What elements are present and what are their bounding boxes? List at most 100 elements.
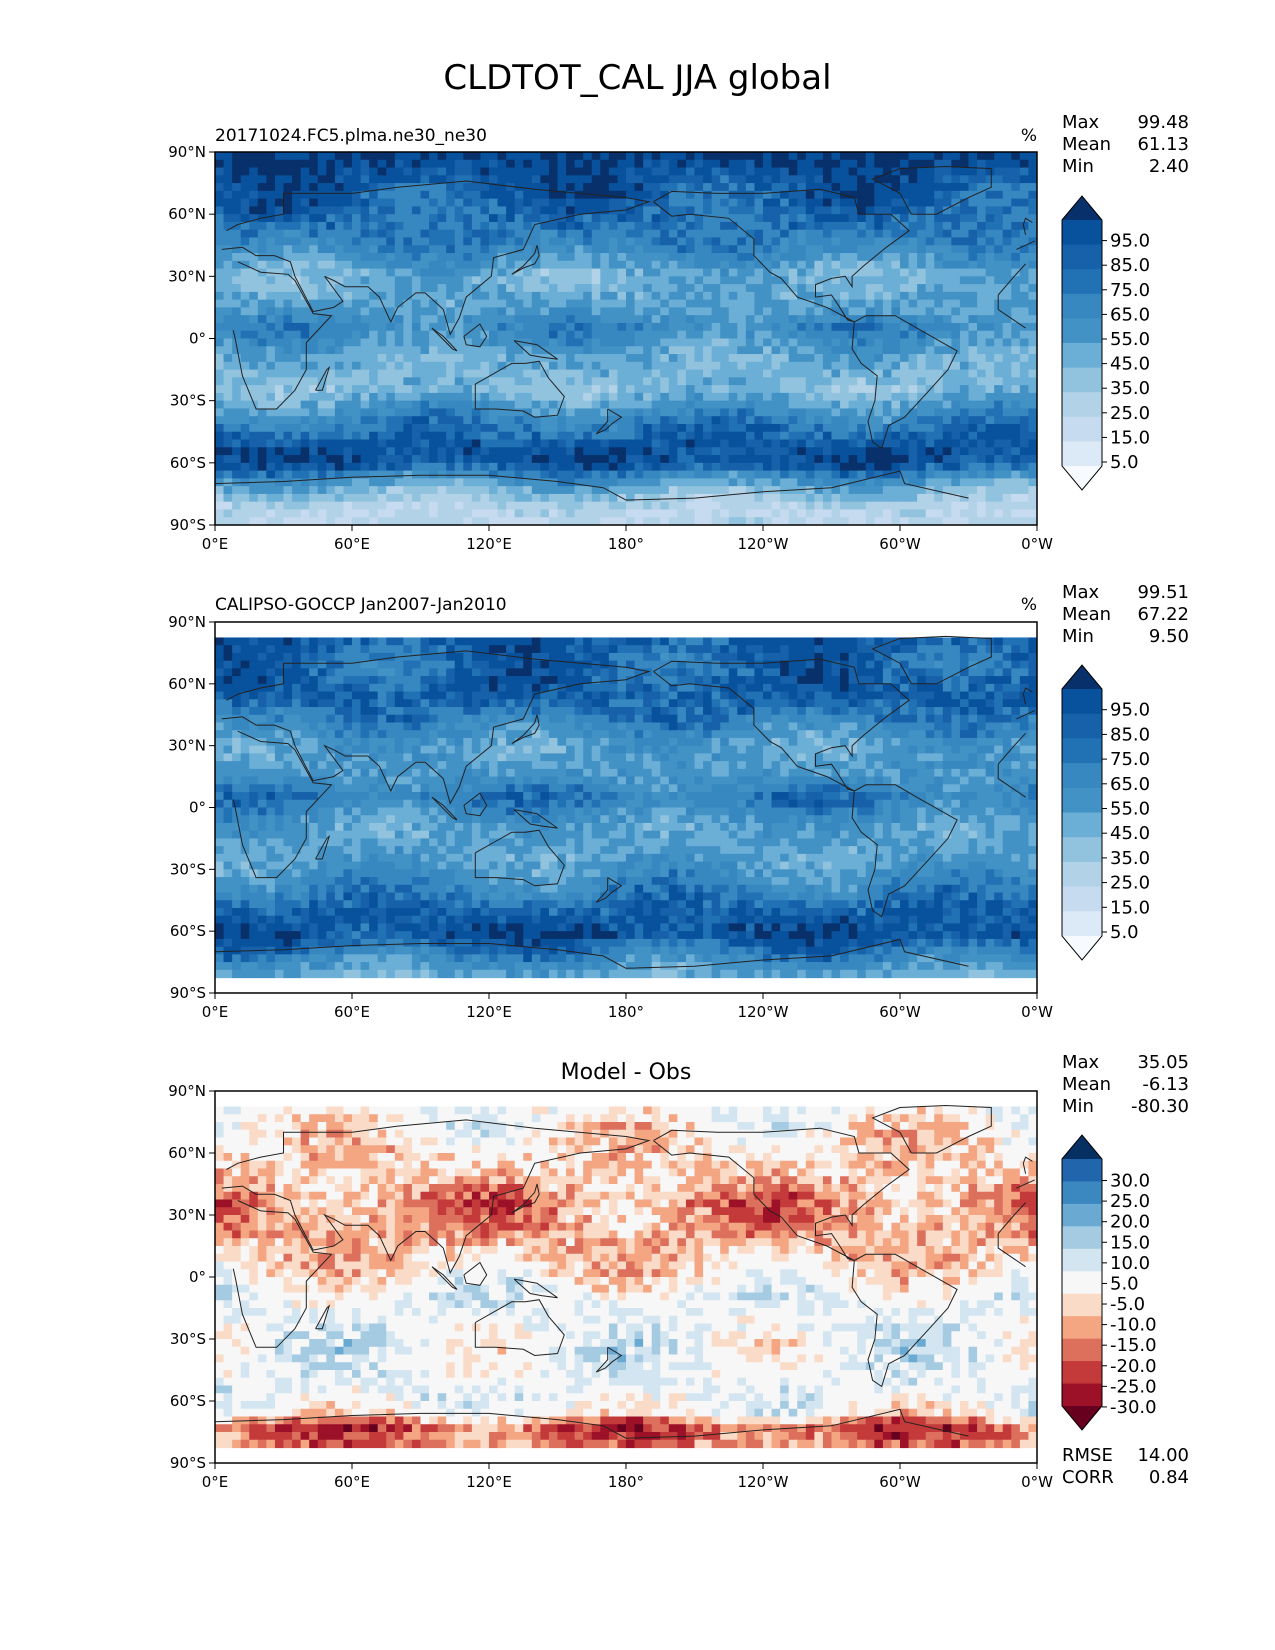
field-cell <box>334 307 345 316</box>
field-cell <box>506 214 516 223</box>
field-cell <box>848 501 858 511</box>
field-cell <box>283 159 293 169</box>
field-cell <box>257 354 267 363</box>
field-cell <box>917 221 927 231</box>
field-cell <box>300 167 310 176</box>
field-cell <box>925 221 935 231</box>
field-cell <box>754 183 764 192</box>
field-cell <box>309 455 319 464</box>
field-cell <box>780 455 790 464</box>
field-cell <box>900 276 910 285</box>
field-cell <box>703 276 713 285</box>
field-cell <box>685 276 696 285</box>
colorbar-segment <box>1062 220 1102 246</box>
field-cell <box>994 159 1004 169</box>
field-cell <box>240 206 250 215</box>
field-cell <box>703 183 713 192</box>
field-cell <box>754 315 764 324</box>
field-cell <box>463 214 473 223</box>
field-cell <box>274 183 285 192</box>
field-cell <box>591 338 601 347</box>
field-cell <box>643 652 653 662</box>
field-cell <box>574 637 584 646</box>
field-cell <box>591 198 601 207</box>
field-cell <box>814 385 824 394</box>
field-cell <box>703 299 713 309</box>
field-cell <box>934 206 944 215</box>
field-cell <box>754 423 764 433</box>
field-cell <box>780 190 790 200</box>
field-cell <box>257 462 267 472</box>
field-cell <box>583 307 593 316</box>
field-cell <box>711 377 721 386</box>
field-cell <box>548 493 559 503</box>
field-cell <box>283 509 293 518</box>
field-cell <box>411 637 422 646</box>
field-cell <box>343 159 353 169</box>
field-cell <box>1028 253 1037 262</box>
field-cell <box>942 354 952 363</box>
field-cell <box>942 392 952 402</box>
field-cell <box>891 354 901 363</box>
field-cell <box>780 431 790 441</box>
field-cell <box>934 447 944 456</box>
field-cell <box>994 307 1004 316</box>
field-cell <box>283 229 293 239</box>
field-cell <box>831 645 841 654</box>
field-cell <box>874 478 884 487</box>
field-cell <box>257 652 267 662</box>
field-cell <box>326 377 336 386</box>
field-cell <box>891 486 901 495</box>
field-cell <box>917 392 927 402</box>
field-cell <box>668 167 678 176</box>
field-cell <box>506 167 516 176</box>
field-cell <box>720 509 730 518</box>
field-cell <box>574 447 584 456</box>
field-cell <box>1019 501 1030 511</box>
field-cell <box>548 486 559 495</box>
field-cell <box>292 214 302 223</box>
field-cell <box>660 214 670 223</box>
field-cell <box>591 486 601 495</box>
field-cell <box>771 637 781 646</box>
field-cell <box>369 221 379 231</box>
field-cell <box>660 330 670 340</box>
field-cell <box>454 253 464 262</box>
field-cell <box>257 493 267 503</box>
field-cell <box>626 260 636 270</box>
field-cell <box>694 462 704 472</box>
field-cell <box>506 369 516 378</box>
field-cell <box>411 175 422 184</box>
field-cell <box>591 501 601 511</box>
field-cell <box>891 385 901 394</box>
field-cell <box>480 455 490 464</box>
field-cell <box>814 330 824 340</box>
field-cell <box>411 447 422 456</box>
field-cell <box>814 462 824 472</box>
field-cell <box>591 221 601 231</box>
field-cell <box>1028 354 1037 363</box>
field-cell <box>703 645 713 654</box>
field-cell <box>703 315 713 324</box>
field-cell <box>720 198 730 207</box>
field-cell <box>608 486 619 495</box>
field-cell <box>694 229 704 239</box>
field-cell <box>968 206 978 215</box>
field-cell <box>626 392 636 402</box>
field-cell <box>720 470 730 479</box>
field-cell <box>403 229 413 239</box>
field-cell <box>360 509 370 518</box>
field-cell <box>540 152 550 161</box>
field-cell <box>788 152 798 161</box>
field-cell <box>728 361 738 371</box>
field-cell <box>805 637 815 646</box>
field-cell <box>249 447 259 456</box>
field-cell <box>840 517 850 525</box>
field-cell <box>583 392 593 402</box>
field-cell <box>831 462 841 472</box>
field-cell <box>591 652 601 662</box>
field-cell <box>857 198 867 207</box>
field-cell <box>343 346 353 355</box>
field-cell <box>771 253 781 262</box>
field-cell <box>480 652 490 662</box>
